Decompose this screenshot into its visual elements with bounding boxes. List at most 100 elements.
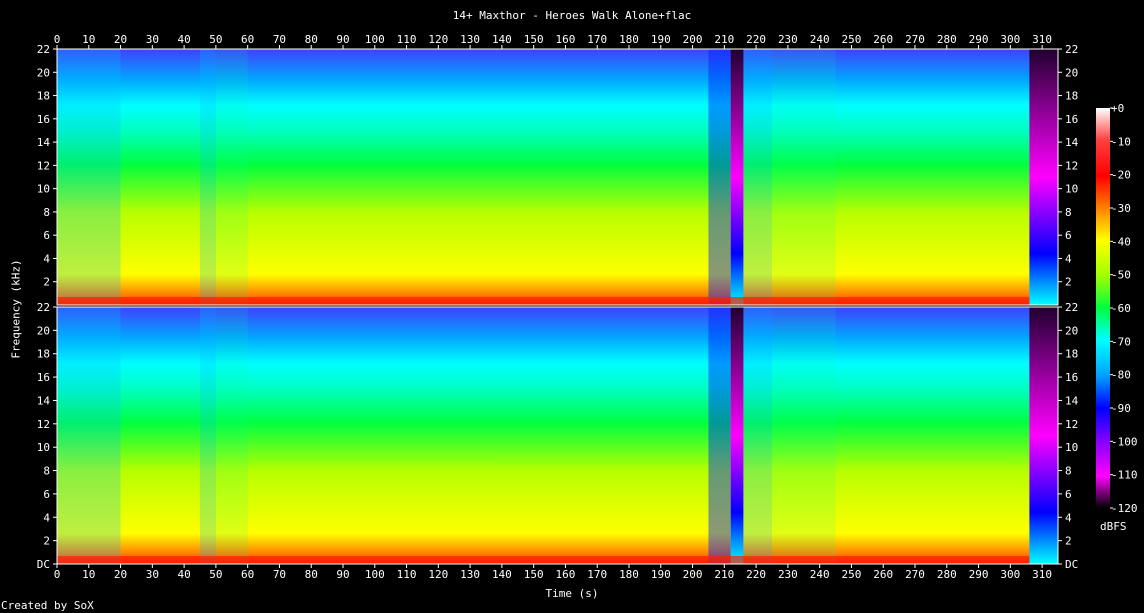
colorbar-unit: dBFS — [1100, 520, 1127, 533]
y-tick-label-left-left: 6 — [43, 229, 50, 242]
x-tick-label-top: 100 — [365, 33, 385, 46]
segment-right-5 — [708, 307, 731, 564]
y-tick-label-left-right: 12 — [37, 418, 50, 431]
panel-frame-right — [56, 306, 1059, 565]
segment-right-3 — [215, 307, 248, 564]
segment-right-2 — [200, 307, 216, 564]
x-tick-label-bottom: 40 — [177, 568, 190, 581]
y-tick-label-left-left: 2 — [43, 276, 50, 289]
bass-band-right — [57, 556, 1030, 564]
y-tick-label-right-right: 4 — [1065, 511, 1072, 524]
chart-title: 14+ Maxthor - Heroes Walk Alone+flac — [452, 9, 692, 22]
y-tick-label-left-left: 20 — [37, 66, 50, 79]
x-tick-label-top: 20 — [114, 33, 127, 46]
colorbar-tick-label: -60 — [1111, 302, 1131, 315]
y-tick-label-right-right: DC — [1065, 558, 1078, 571]
x-tick-label-top: 250 — [842, 33, 862, 46]
x-tick-label-top: 190 — [651, 33, 671, 46]
y-tick-label-right-left: 4 — [1065, 252, 1072, 265]
x-tick-label-top: 90 — [336, 33, 349, 46]
y-tick-label-left-left: 10 — [37, 183, 50, 196]
y-tick-label-left-left: 8 — [43, 206, 50, 219]
x-tick-label-top: 240 — [810, 33, 830, 46]
colorbar-tick-label: -80 — [1111, 369, 1131, 382]
y-tick-label-left-right: 4 — [43, 511, 50, 524]
x-tick-label-top: 160 — [556, 33, 576, 46]
x-tick-label-top: 300 — [1000, 33, 1020, 46]
x-tick-label-top: 140 — [492, 33, 512, 46]
y-tick-label-right-left: 10 — [1065, 183, 1078, 196]
x-tick-label-top: 110 — [397, 33, 417, 46]
x-tick-label-bottom: 260 — [873, 568, 893, 581]
segment-right-0 — [57, 307, 121, 564]
x-tick-label-top: 150 — [524, 33, 544, 46]
x-tick-label-top: 40 — [177, 33, 190, 46]
x-axis-label: Time (s) — [545, 587, 599, 600]
y-tick-label-left-left: 4 — [43, 252, 50, 265]
y-tick-label-left-right: 20 — [37, 324, 50, 337]
x-tick-label-bottom: 150 — [524, 568, 544, 581]
x-tick-label-top: 60 — [241, 33, 254, 46]
colorbar-tick-label: -70 — [1111, 335, 1131, 348]
y-tick-label-left-right: 18 — [37, 348, 50, 361]
x-tick-label-top: 0 — [54, 33, 61, 46]
y-tick-label-left-left: 14 — [37, 136, 51, 149]
x-tick-label-top: 170 — [587, 33, 607, 46]
x-tick-label-top: 310 — [1032, 33, 1052, 46]
colorbar-tick-label: -40 — [1111, 235, 1131, 248]
x-tick-label-bottom: 200 — [683, 568, 703, 581]
colorbar-tick-label: -20 — [1111, 169, 1131, 182]
y-tick-label-left-right: 10 — [37, 441, 50, 454]
x-tick-label-bottom: 290 — [969, 568, 989, 581]
bass-band-left — [57, 297, 1030, 305]
segment-left-2 — [200, 49, 216, 305]
y-tick-label-left-right: 14 — [37, 394, 51, 407]
y-tick-label-right-right: 16 — [1065, 371, 1078, 384]
x-tick-label-bottom: 60 — [241, 568, 254, 581]
y-tick-label-left-right: 22 — [37, 301, 50, 314]
y-tick-label-right-left: 6 — [1065, 229, 1072, 242]
x-tick-label-top: 70 — [273, 33, 286, 46]
colorbar-scale — [1096, 108, 1110, 508]
x-tick-label-top: 80 — [305, 33, 318, 46]
y-tick-label-right-right: 8 — [1065, 465, 1072, 478]
y-tick-label-right-right: 20 — [1065, 324, 1078, 337]
colorbar-tick-label: -100 — [1111, 435, 1138, 448]
x-tick-label-bottom: 130 — [460, 568, 480, 581]
y-tick-label-right-left: 16 — [1065, 113, 1078, 126]
y-tick-label-right-right: 22 — [1065, 301, 1078, 314]
y-tick-label-left-left: 12 — [37, 159, 50, 172]
y-tick-label-right-left: 8 — [1065, 206, 1072, 219]
x-tick-label-top: 180 — [619, 33, 639, 46]
x-tick-label-bottom: 10 — [82, 568, 95, 581]
x-tick-label-bottom: 160 — [556, 568, 576, 581]
x-tick-label-top: 290 — [969, 33, 989, 46]
colorbar-tick-label: -50 — [1111, 269, 1131, 282]
x-tick-label-top: 230 — [778, 33, 798, 46]
colorbar-tick-label: -90 — [1111, 402, 1131, 415]
y-tick-label-right-right: 2 — [1065, 535, 1072, 548]
x-tick-label-bottom: 90 — [336, 568, 349, 581]
x-tick-label-bottom: 20 — [114, 568, 127, 581]
y-tick-label-right-left: 12 — [1065, 159, 1078, 172]
spectrogram-panel-right — [57, 307, 1058, 564]
colorbar-tick-label: -110 — [1111, 469, 1138, 482]
y-tick-label-right-left: 2 — [1065, 276, 1072, 289]
x-tick-label-top: 200 — [683, 33, 703, 46]
y-tick-label-left-right: 6 — [43, 488, 50, 501]
x-tick-label-bottom: 100 — [365, 568, 385, 581]
colorbar-tick-label: +0 — [1111, 102, 1124, 115]
x-tick-label-top: 270 — [905, 33, 925, 46]
x-tick-label-bottom: 180 — [619, 568, 639, 581]
y-tick-label-right-right: 6 — [1065, 488, 1072, 501]
x-tick-label-top: 30 — [146, 33, 159, 46]
x-tick-label-top: 10 — [82, 33, 95, 46]
x-tick-label-bottom: 80 — [305, 568, 318, 581]
x-tick-label-top: 50 — [209, 33, 222, 46]
colorbar-tick-label: -10 — [1111, 135, 1131, 148]
segment-left-5 — [708, 49, 731, 305]
x-tick-label-bottom: 310 — [1032, 568, 1052, 581]
y-tick-label-right-left: 18 — [1065, 90, 1078, 103]
y-tick-label-right-left: 22 — [1065, 43, 1078, 56]
segment-left-8 — [772, 49, 836, 305]
